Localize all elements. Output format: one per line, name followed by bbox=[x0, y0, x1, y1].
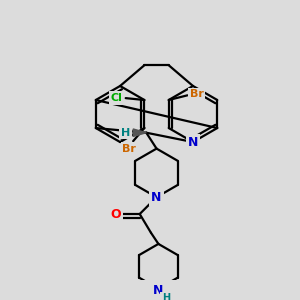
Text: Cl: Cl bbox=[110, 93, 122, 103]
Text: H: H bbox=[162, 293, 170, 300]
Text: Br: Br bbox=[190, 89, 204, 99]
Text: H: H bbox=[121, 128, 130, 138]
Text: O: O bbox=[110, 208, 121, 220]
Text: N: N bbox=[152, 191, 162, 204]
Text: N: N bbox=[188, 136, 198, 148]
Polygon shape bbox=[133, 129, 146, 136]
Text: N: N bbox=[153, 284, 164, 297]
Text: Br: Br bbox=[122, 144, 136, 154]
